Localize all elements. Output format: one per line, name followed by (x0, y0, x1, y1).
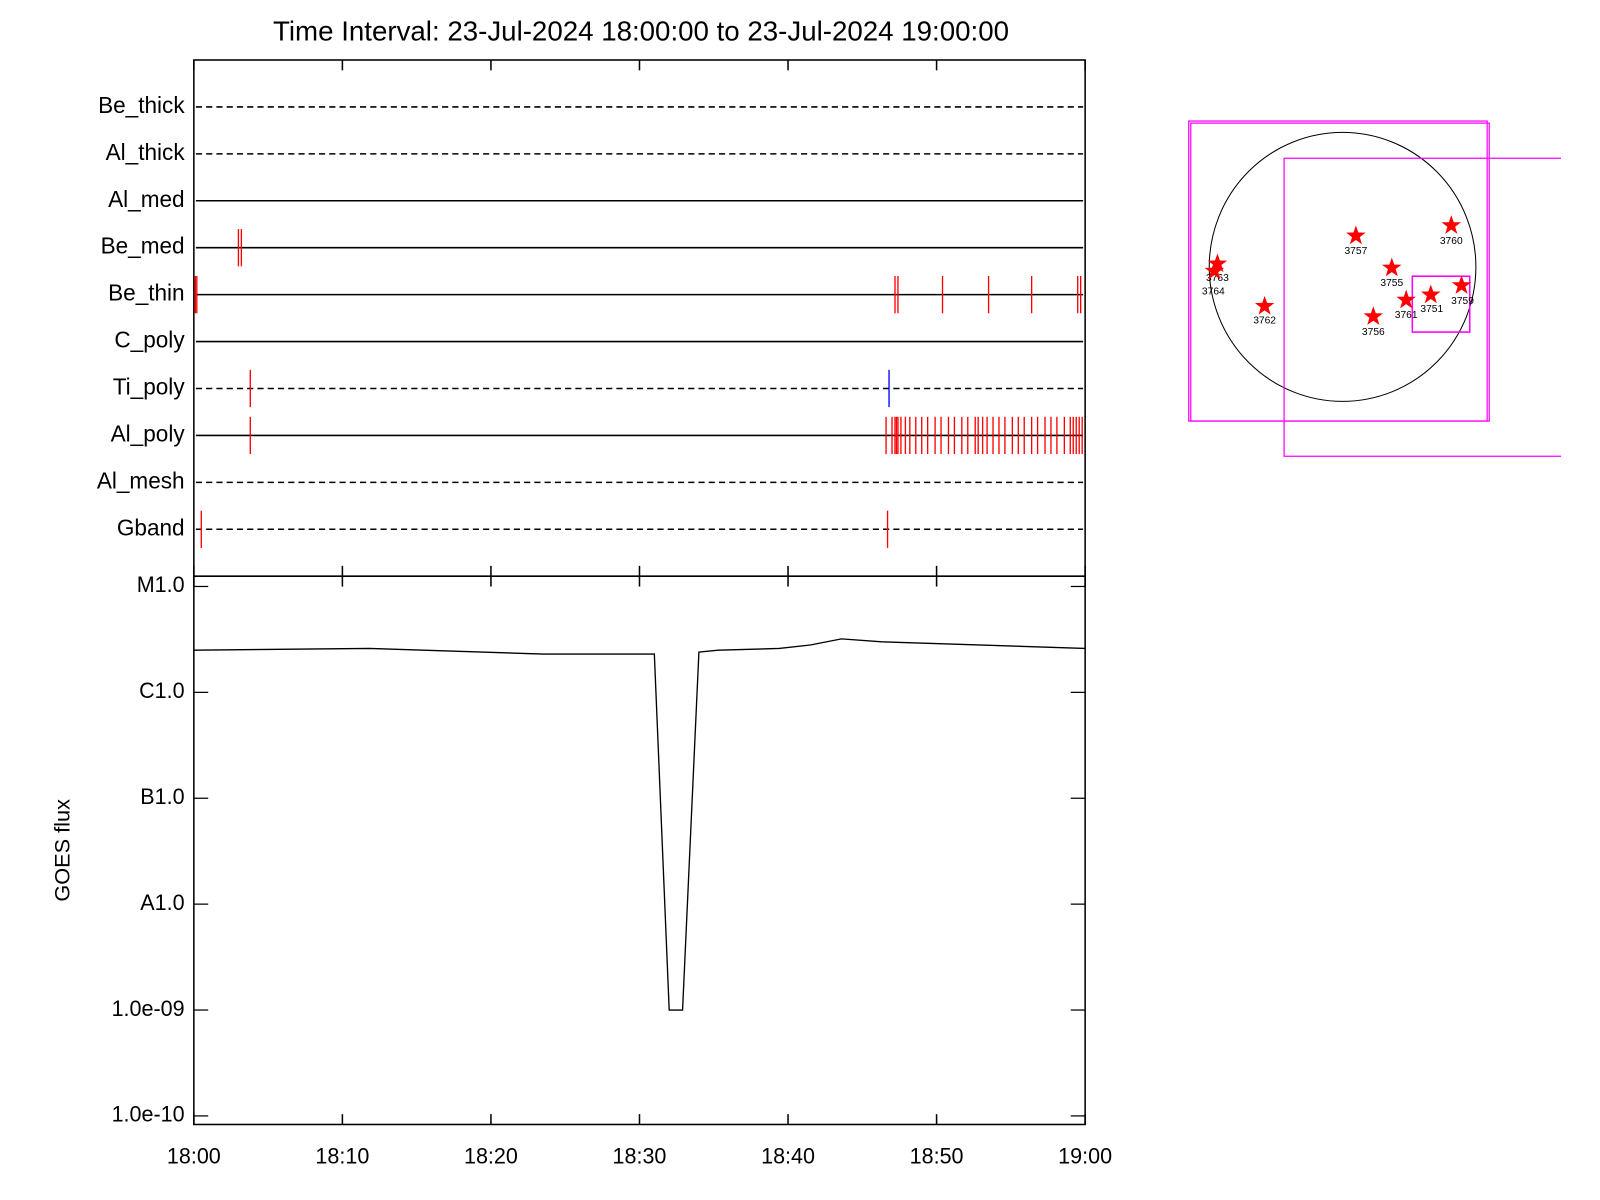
fov-box (1283, 157, 1562, 457)
x-tick-label: 18:40 (761, 1143, 815, 1168)
region-label: 3760 (1440, 236, 1463, 247)
region-label: 3756 (1362, 327, 1385, 338)
x-tick-label: 18:30 (613, 1143, 667, 1168)
y-tick-label: C1.0 (139, 678, 184, 703)
y-tick-label: 1.0e-09 (112, 996, 185, 1021)
row-label: Al_med (108, 186, 184, 212)
row-label: Al_mesh (97, 467, 185, 493)
region-label: 3757 (1344, 246, 1367, 257)
region-star (1451, 275, 1472, 294)
y-tick-label: M1.0 (137, 572, 185, 597)
region-label: 3761 (1395, 310, 1418, 321)
region-star (1363, 306, 1384, 325)
y-tick-label: 1.0e-10 (112, 1102, 185, 1127)
fov-box (1188, 120, 1488, 422)
region-label: 3763 (1206, 273, 1229, 284)
y-tick-label: A1.0 (140, 890, 184, 915)
x-tick-label: 18:20 (464, 1143, 518, 1168)
x-tick-label: 19:00 (1058, 1143, 1112, 1168)
row-label: Be_med (101, 233, 185, 259)
region-star (1207, 253, 1228, 273)
row-label: Gband (117, 514, 185, 540)
region-star (1421, 284, 1441, 304)
y-tick-label: B1.0 (140, 784, 184, 809)
x-tick-label: 18:10 (315, 1143, 369, 1168)
chart-title: Time Interval: 23-Jul-2024 18:00:00 to 2… (273, 15, 1009, 46)
region-star (1204, 260, 1225, 280)
region-star (1441, 215, 1462, 234)
region-star (1382, 257, 1402, 277)
region-star (1346, 225, 1366, 245)
fov-box (1190, 122, 1490, 422)
region-star (1254, 295, 1275, 315)
row-label: Al_thick (106, 139, 186, 165)
region-star (1396, 289, 1416, 309)
row-label: C_poly (114, 326, 185, 352)
row-label: Ti_poly (113, 373, 186, 399)
y-axis-label: GOES flux (49, 799, 74, 902)
region-label: 3764 (1202, 286, 1225, 297)
fov-box (1411, 275, 1471, 333)
region-label: 3751 (1420, 304, 1443, 315)
solar-disk (1208, 131, 1477, 402)
goes-frame (193, 575, 1086, 1126)
timeline-frame (193, 59, 1086, 577)
goes-line (193, 638, 1086, 1011)
region-label: 3759 (1451, 296, 1474, 307)
row-label: Al_poly (111, 420, 186, 446)
row-label: Be_thin (108, 280, 185, 306)
region-label: 3762 (1253, 315, 1276, 326)
row-label: Be_thick (98, 92, 185, 118)
x-tick-label: 18:00 (167, 1143, 221, 1168)
region-label: 3755 (1380, 278, 1403, 289)
x-tick-label: 18:50 (910, 1143, 964, 1168)
